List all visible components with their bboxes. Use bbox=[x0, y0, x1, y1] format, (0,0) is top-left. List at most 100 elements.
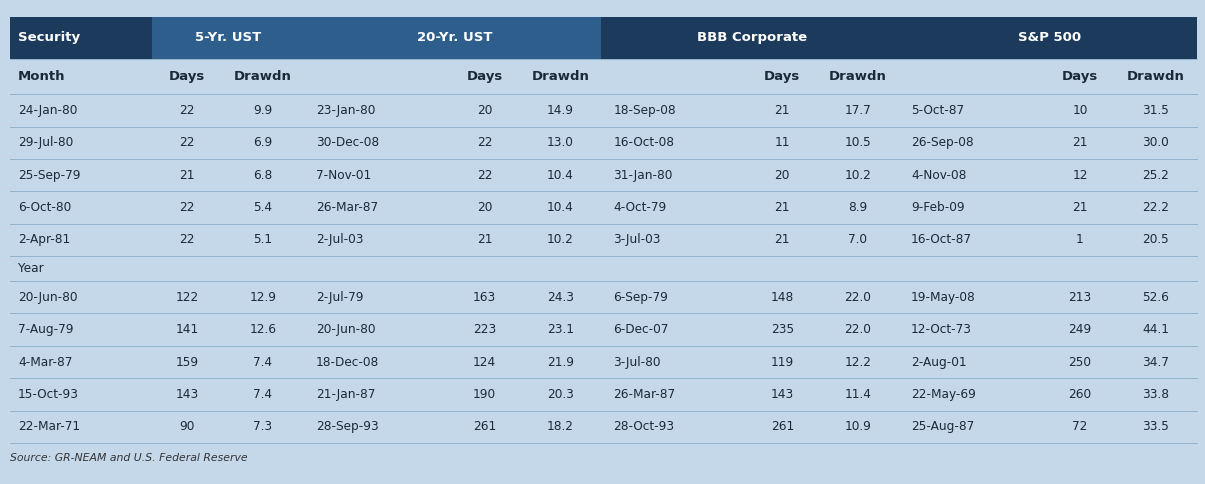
Text: Drawdn: Drawdn bbox=[531, 70, 589, 83]
Text: 18.2: 18.2 bbox=[547, 420, 574, 433]
Text: 33.5: 33.5 bbox=[1142, 420, 1169, 433]
Bar bbox=[601, 191, 605, 224]
Bar bbox=[519, 410, 601, 443]
Bar bbox=[222, 94, 304, 127]
Text: 5-Yr. UST: 5-Yr. UST bbox=[195, 31, 261, 45]
Text: 7.4: 7.4 bbox=[253, 356, 272, 368]
Bar bbox=[304, 127, 307, 159]
Bar bbox=[903, 281, 1045, 314]
Bar bbox=[899, 346, 903, 378]
Bar bbox=[10, 281, 153, 314]
Bar bbox=[304, 59, 307, 94]
Bar bbox=[817, 191, 899, 224]
Bar bbox=[1115, 191, 1197, 224]
Text: 7-Nov-01: 7-Nov-01 bbox=[316, 169, 371, 182]
Bar bbox=[747, 378, 817, 410]
Bar bbox=[817, 94, 899, 127]
Text: 22-Mar-71: 22-Mar-71 bbox=[18, 420, 81, 433]
Bar bbox=[10, 314, 153, 346]
Bar bbox=[601, 314, 605, 346]
Bar bbox=[601, 224, 605, 256]
Text: 21: 21 bbox=[477, 233, 493, 246]
Bar bbox=[449, 127, 519, 159]
Bar bbox=[307, 59, 449, 94]
Bar bbox=[307, 314, 449, 346]
Text: 6.8: 6.8 bbox=[253, 169, 272, 182]
Text: 21.9: 21.9 bbox=[547, 356, 574, 368]
Bar bbox=[817, 127, 899, 159]
Text: 31-Jan-80: 31-Jan-80 bbox=[613, 169, 672, 182]
Bar bbox=[601, 17, 605, 59]
Bar bbox=[1045, 346, 1115, 378]
Bar bbox=[601, 256, 605, 281]
Bar bbox=[222, 59, 304, 94]
Bar bbox=[10, 224, 153, 256]
Bar bbox=[307, 378, 449, 410]
Bar bbox=[519, 224, 601, 256]
Bar bbox=[519, 378, 601, 410]
Text: 7.4: 7.4 bbox=[253, 388, 272, 401]
Text: Source: GR-NEAM and U.S. Federal Reserve: Source: GR-NEAM and U.S. Federal Reserve bbox=[10, 453, 247, 463]
Bar bbox=[10, 59, 153, 94]
Text: 235: 235 bbox=[771, 323, 794, 336]
Bar bbox=[307, 256, 601, 281]
Bar bbox=[903, 159, 1045, 191]
Text: Drawdn: Drawdn bbox=[829, 70, 887, 83]
Text: Days: Days bbox=[764, 70, 800, 83]
Text: 5.1: 5.1 bbox=[253, 233, 272, 246]
Text: 4-Oct-79: 4-Oct-79 bbox=[613, 201, 666, 214]
Text: 6.9: 6.9 bbox=[253, 136, 272, 150]
Bar bbox=[903, 59, 1045, 94]
Bar bbox=[222, 378, 304, 410]
Text: Days: Days bbox=[1062, 70, 1098, 83]
Bar bbox=[903, 314, 1045, 346]
Bar bbox=[307, 17, 601, 59]
Text: 22: 22 bbox=[180, 104, 195, 117]
Text: 90: 90 bbox=[180, 420, 195, 433]
Text: 18-Sep-08: 18-Sep-08 bbox=[613, 104, 676, 117]
Bar bbox=[1115, 224, 1197, 256]
Text: 143: 143 bbox=[176, 388, 199, 401]
Bar bbox=[449, 378, 519, 410]
Bar bbox=[1045, 59, 1115, 94]
Text: 20: 20 bbox=[477, 104, 493, 117]
Bar bbox=[1115, 59, 1197, 94]
Text: 17.7: 17.7 bbox=[845, 104, 871, 117]
Bar bbox=[304, 378, 307, 410]
Text: Security: Security bbox=[18, 31, 81, 45]
Bar bbox=[519, 94, 601, 127]
Bar bbox=[519, 281, 601, 314]
Text: 23.1: 23.1 bbox=[547, 323, 574, 336]
Bar bbox=[899, 17, 903, 59]
Text: 20.3: 20.3 bbox=[547, 388, 574, 401]
Bar bbox=[903, 17, 1197, 59]
Text: 143: 143 bbox=[771, 388, 794, 401]
Bar bbox=[605, 256, 899, 281]
Bar bbox=[449, 224, 519, 256]
Bar bbox=[601, 59, 605, 94]
Bar bbox=[1115, 410, 1197, 443]
Bar bbox=[153, 59, 222, 94]
Bar bbox=[903, 346, 1045, 378]
Bar bbox=[304, 94, 307, 127]
Bar bbox=[10, 410, 153, 443]
Text: 10.4: 10.4 bbox=[547, 169, 574, 182]
Text: 9.9: 9.9 bbox=[253, 104, 272, 117]
Text: 22: 22 bbox=[477, 136, 493, 150]
Bar bbox=[1115, 314, 1197, 346]
Text: 22: 22 bbox=[180, 201, 195, 214]
Bar bbox=[222, 159, 304, 191]
Text: 7.0: 7.0 bbox=[848, 233, 868, 246]
Bar bbox=[153, 346, 222, 378]
Bar bbox=[1115, 94, 1197, 127]
Bar bbox=[449, 59, 519, 94]
Bar bbox=[307, 410, 449, 443]
Bar bbox=[1045, 94, 1115, 127]
Text: 20-Jun-80: 20-Jun-80 bbox=[316, 323, 375, 336]
Bar bbox=[519, 191, 601, 224]
Bar bbox=[817, 314, 899, 346]
Bar bbox=[899, 281, 903, 314]
Bar bbox=[899, 159, 903, 191]
Text: S&P 500: S&P 500 bbox=[1018, 31, 1081, 45]
Bar bbox=[601, 346, 605, 378]
